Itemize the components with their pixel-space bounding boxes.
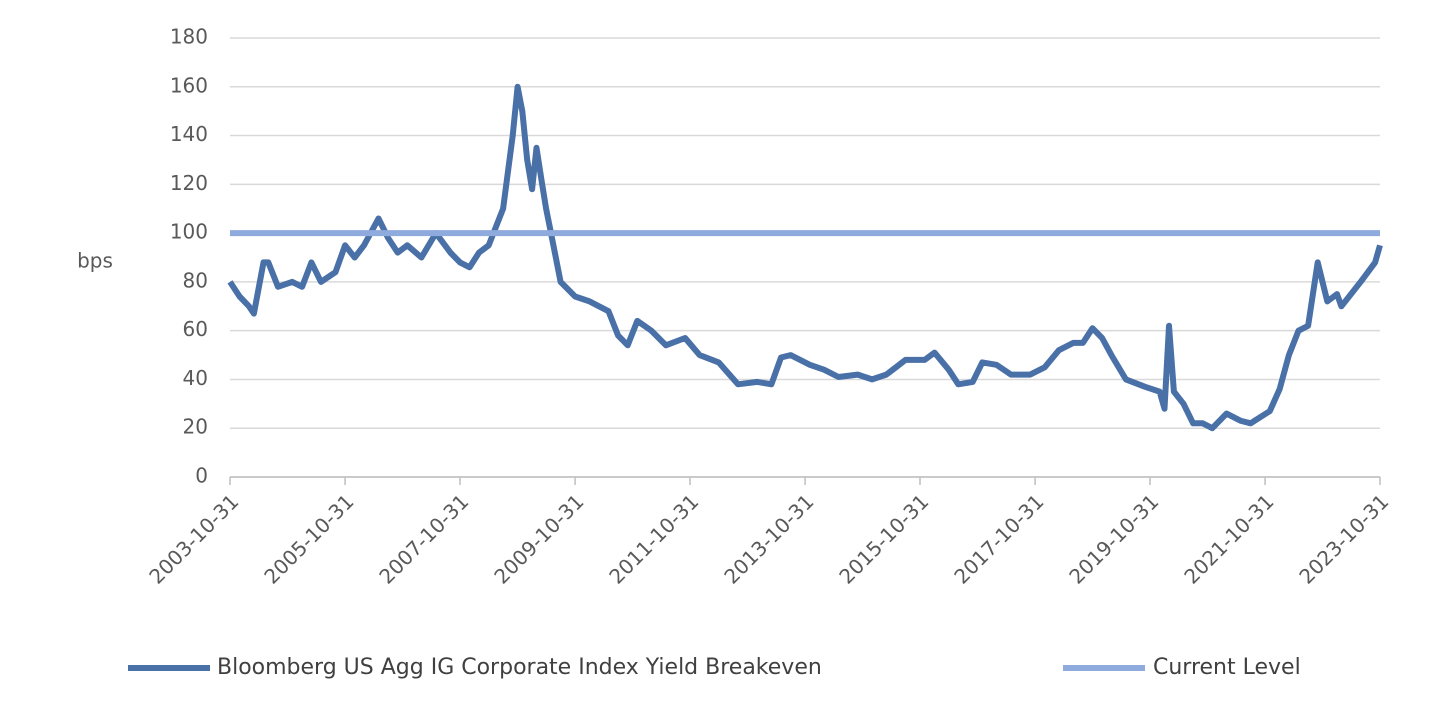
x-tick-label: 2019-10-31	[1064, 489, 1163, 588]
x-tick-label: 2013-10-31	[719, 489, 818, 588]
x-tick-label: 2015-10-31	[834, 489, 933, 588]
y-tick-label: 160	[170, 73, 208, 97]
series-line	[227, 83, 1383, 432]
legend-label: Current Level	[1153, 655, 1301, 680]
x-tick-label: 2009-10-31	[489, 489, 588, 588]
y-tick-label: 100	[170, 220, 208, 244]
y-axis-label: bps	[77, 249, 113, 273]
y-tick-label: 20	[183, 415, 208, 439]
x-tick-label: 2005-10-31	[259, 489, 358, 588]
y-tick-label: 60	[183, 317, 208, 341]
y-tick-label: 140	[170, 122, 208, 146]
x-tick-label: 2023-10-31	[1294, 489, 1393, 588]
legend-label: Bloomberg US Agg IG Corporate Index Yiel…	[217, 655, 822, 680]
x-tick-label: 2007-10-31	[374, 489, 473, 588]
y-tick-label: 0	[195, 464, 208, 488]
y-tick-label: 120	[170, 171, 208, 195]
y-tick-label: 40	[183, 366, 208, 390]
x-tick-label: 2003-10-31	[144, 489, 243, 588]
x-tick-label: 2011-10-31	[604, 489, 703, 588]
y-tick-label: 80	[183, 268, 208, 292]
x-tick-label: 2021-10-31	[1179, 489, 1278, 588]
x-tick-label: 2017-10-31	[949, 489, 1048, 588]
y-tick-label: 180	[170, 25, 208, 49]
